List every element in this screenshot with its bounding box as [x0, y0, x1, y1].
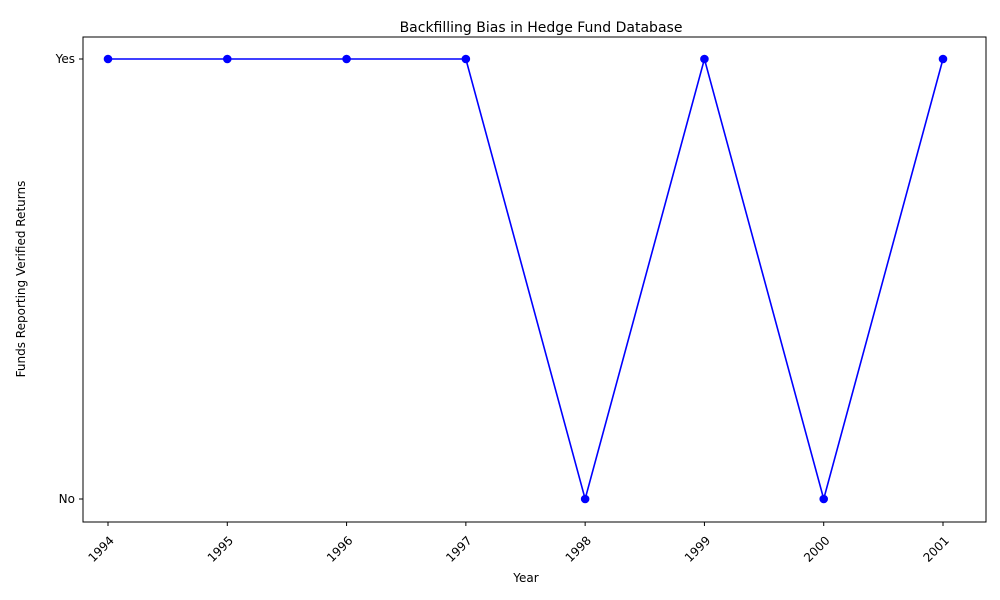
data-point [819, 494, 829, 504]
data-point [580, 494, 590, 504]
data-point [461, 54, 471, 64]
x-tick-label: 1996 [324, 533, 355, 564]
x-tick-label: 1995 [205, 533, 236, 564]
y-tick-label: No [59, 492, 75, 506]
data-point [700, 54, 709, 64]
x-tick-label: 1998 [563, 533, 594, 564]
series-layer [103, 54, 948, 504]
y-axis: No Yes [55, 52, 83, 506]
data-point [222, 54, 232, 64]
chart-title: Backfilling Bias in Hedge Fund Database [400, 20, 683, 36]
series-line [108, 55, 944, 503]
x-tick-label: 1994 [85, 533, 116, 564]
plot-area [82, 36, 987, 523]
data-point [938, 54, 948, 64]
data-point [342, 54, 351, 64]
x-tick-label: 2001 [920, 533, 951, 564]
data-point [103, 54, 113, 64]
x-tick-label: 2000 [801, 533, 832, 564]
x-tick-label: 1999 [682, 533, 713, 564]
x-axis: 1994 1995 1996 1997 1998 1999 2000 2001 [85, 522, 952, 565]
y-axis-label: Funds Reporting Verified Returns [14, 181, 28, 378]
x-tick-label: 1997 [443, 533, 474, 564]
y-tick-label: Yes [55, 52, 75, 66]
x-axis-label: Year [512, 571, 538, 585]
